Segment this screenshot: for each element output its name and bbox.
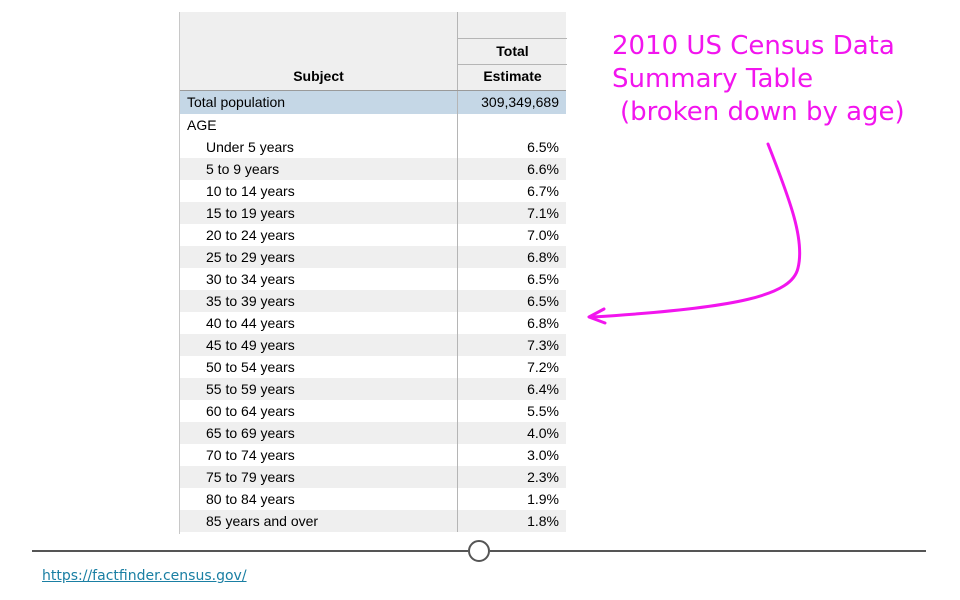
table-row: 35 to 39 years 6.5%	[180, 290, 566, 312]
table-row: 80 to 84 years 1.9%	[180, 488, 566, 510]
timeline-node-icon	[468, 540, 490, 562]
age-group-label: AGE	[187, 117, 217, 133]
table-row: 75 to 79 years 2.3%	[180, 466, 566, 488]
annotation-line-3: (broken down by age)	[620, 97, 905, 127]
row-label: 15 to 19 years	[206, 205, 295, 221]
table-row: 20 to 24 years 7.0%	[180, 224, 566, 246]
row-value: 1.9%	[457, 488, 567, 510]
row-label: 80 to 84 years	[206, 491, 295, 507]
age-group-row: AGE	[180, 114, 566, 136]
table-row: 45 to 49 years 7.3%	[180, 334, 566, 356]
row-value: 6.8%	[457, 312, 567, 334]
table-row: 60 to 64 years 5.5%	[180, 400, 566, 422]
row-label: 45 to 49 years	[206, 337, 295, 353]
table-row: 70 to 74 years 3.0%	[180, 444, 566, 466]
arrow-curve	[590, 142, 802, 319]
row-value: 6.4%	[457, 378, 567, 400]
total-population-row: Total population 309,349,689	[180, 91, 566, 114]
row-label: 10 to 14 years	[206, 183, 295, 199]
row-label: 25 to 29 years	[206, 249, 295, 265]
row-label: 85 years and over	[206, 513, 319, 529]
row-label: 20 to 24 years	[206, 227, 295, 243]
row-label: 70 to 74 years	[206, 447, 295, 463]
row-label: 5 to 9 years	[206, 161, 280, 177]
total-population-label: Total population	[187, 94, 286, 110]
row-value: 7.3%	[457, 334, 567, 356]
arrow-head	[587, 307, 607, 325]
row-label: 55 to 59 years	[206, 381, 295, 397]
total-population-value: 309,349,689	[457, 91, 567, 114]
row-label: 30 to 34 years	[206, 271, 295, 287]
table-row: 40 to 44 years 6.8%	[180, 312, 566, 334]
source-link[interactable]: https://factfinder.census.gov/	[42, 568, 247, 584]
row-value: 7.1%	[457, 202, 567, 224]
row-label: 75 to 79 years	[206, 469, 295, 485]
table-row: 30 to 34 years 6.5%	[180, 268, 566, 290]
subject-header-col: Subject	[180, 38, 457, 90]
row-value: 2.3%	[457, 466, 567, 488]
row-label: 65 to 69 years	[206, 425, 295, 441]
row-value: 6.5%	[457, 268, 567, 290]
header-blank-cell	[457, 12, 567, 38]
row-value: 7.2%	[457, 356, 567, 378]
row-label: 35 to 39 years	[206, 293, 295, 309]
table-row: Under 5 years 6.5%	[180, 136, 566, 158]
row-label: 60 to 64 years	[206, 403, 295, 419]
table-header: Subject Total Estimate	[180, 38, 567, 90]
estimate-header: Estimate	[483, 68, 542, 84]
row-value: 4.0%	[457, 422, 567, 444]
subject-header: Subject	[293, 68, 344, 84]
table-row: 5 to 9 years 6.6%	[180, 158, 566, 180]
annotation-line-2: Summary Table	[612, 64, 814, 94]
table-body: Total population 309,349,689 AGE Under 5…	[180, 90, 566, 532]
table-header-top	[180, 12, 566, 38]
table-row: 10 to 14 years 6.7%	[180, 180, 566, 202]
table-row: 85 years and over 1.8%	[180, 510, 566, 532]
census-summary-table: Subject Total Estimate Total population …	[179, 12, 567, 534]
row-label: 50 to 54 years	[206, 359, 295, 375]
row-value: 7.0%	[457, 224, 567, 246]
row-value: 6.5%	[457, 136, 567, 158]
table-row: 65 to 69 years 4.0%	[180, 422, 566, 444]
row-label: 40 to 44 years	[206, 315, 295, 331]
annotation-line-1: 2010 US Census Data	[612, 31, 895, 61]
total-header: Total	[458, 38, 567, 65]
table-row: 15 to 19 years 7.1%	[180, 202, 566, 224]
table-row: 55 to 59 years 6.4%	[180, 378, 566, 400]
age-group-value-cell	[457, 114, 567, 136]
total-header-col: Total Estimate	[457, 38, 567, 90]
row-value: 6.6%	[457, 158, 567, 180]
table-row: 50 to 54 years 7.2%	[180, 356, 566, 378]
row-value: 6.7%	[457, 180, 567, 202]
table-row: 25 to 29 years 6.8%	[180, 246, 566, 268]
annotation-text: 2010 US Census Data Summary Table (broke…	[612, 30, 942, 129]
row-value: 1.8%	[457, 510, 567, 532]
row-value: 5.5%	[457, 400, 567, 422]
row-value: 6.5%	[457, 290, 567, 312]
row-value: 6.8%	[457, 246, 567, 268]
row-label: Under 5 years	[206, 139, 294, 155]
row-value: 3.0%	[457, 444, 567, 466]
